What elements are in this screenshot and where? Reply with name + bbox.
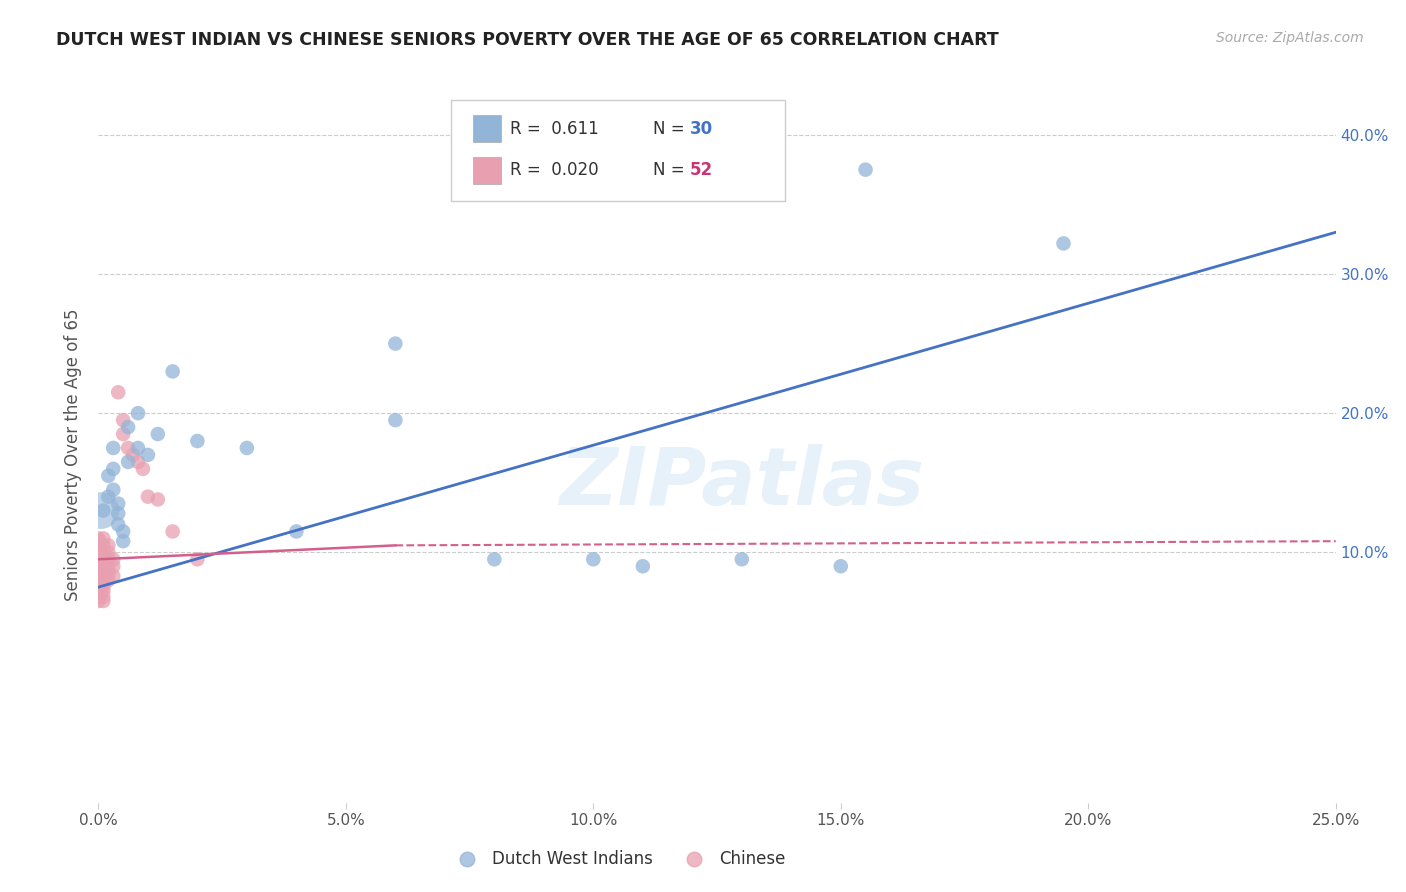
Point [87,554,110,568]
Text: N =: N = [652,120,689,137]
Point [87,559,110,574]
Point [103,483,125,497]
Point [830,559,852,574]
Point [97,538,120,552]
Point [87,570,110,584]
Point [132,462,155,476]
Text: 52: 52 [690,161,713,179]
Point [87,580,110,594]
Point [285,524,308,539]
Point [186,552,208,566]
FancyBboxPatch shape [474,115,501,142]
Point [112,413,135,427]
Point [117,441,139,455]
Point [127,455,149,469]
Point [97,468,120,483]
Point [146,492,169,507]
Point [97,490,120,504]
Point [87,562,110,576]
Point [87,541,110,556]
Point [107,517,129,532]
Point [103,569,125,583]
Point [93,580,115,594]
Text: N =: N = [652,161,689,179]
Point [93,538,115,552]
Point [87,538,110,552]
Text: ZIPatlas: ZIPatlas [560,443,924,522]
Point [93,552,115,566]
Point [87,534,110,549]
Point [107,507,129,521]
Point [103,462,125,476]
Point [87,550,110,565]
Point [93,576,115,591]
Point [97,552,120,566]
Y-axis label: Seniors Poverty Over the Age of 65: Seniors Poverty Over the Age of 65 [65,309,83,601]
Point [93,545,115,559]
Point [127,406,149,420]
Point [87,587,110,601]
Text: R =  0.611: R = 0.611 [510,120,599,137]
FancyBboxPatch shape [451,100,785,201]
Point [97,573,120,587]
Text: DUTCH WEST INDIAN VS CHINESE SENIORS POVERTY OVER THE AGE OF 65 CORRELATION CHAR: DUTCH WEST INDIAN VS CHINESE SENIORS POV… [56,31,1000,49]
Point [112,534,135,549]
Point [90,503,112,517]
Point [136,490,159,504]
Point [87,545,110,559]
Point [87,532,110,546]
Point [384,336,406,351]
Point [1052,236,1074,251]
Point [162,364,184,378]
Point [93,590,115,604]
Point [97,566,120,581]
Point [97,559,120,574]
Point [93,503,115,517]
FancyBboxPatch shape [474,157,501,184]
Text: 30: 30 [690,120,713,137]
Point [103,441,125,455]
Point [87,576,110,591]
Point [87,590,110,604]
Point [87,557,110,571]
Point [107,497,129,511]
Point [122,448,145,462]
Point [731,552,754,566]
Point [484,552,506,566]
Point [93,566,115,581]
Point [97,545,120,559]
Point [136,448,159,462]
Point [93,532,115,546]
Point [236,441,259,455]
Point [117,455,139,469]
Text: Source: ZipAtlas.com: Source: ZipAtlas.com [1216,31,1364,45]
Point [93,584,115,599]
Point [103,559,125,574]
Point [112,524,135,539]
Point [582,552,605,566]
Point [855,162,877,177]
Point [103,552,125,566]
Point [87,573,110,587]
Point [631,559,654,574]
Point [384,413,406,427]
Point [93,559,115,574]
Point [93,570,115,584]
Point [87,594,110,608]
Text: R =  0.020: R = 0.020 [510,161,599,179]
Legend: Dutch West Indians, Chinese: Dutch West Indians, Chinese [444,843,793,874]
Point [87,566,110,581]
Point [112,427,135,442]
Point [162,524,184,539]
Point [146,427,169,442]
Point [107,385,129,400]
Point [186,434,208,448]
Point [87,548,110,562]
Point [87,584,110,599]
Point [127,441,149,455]
Point [93,594,115,608]
Point [117,420,139,434]
